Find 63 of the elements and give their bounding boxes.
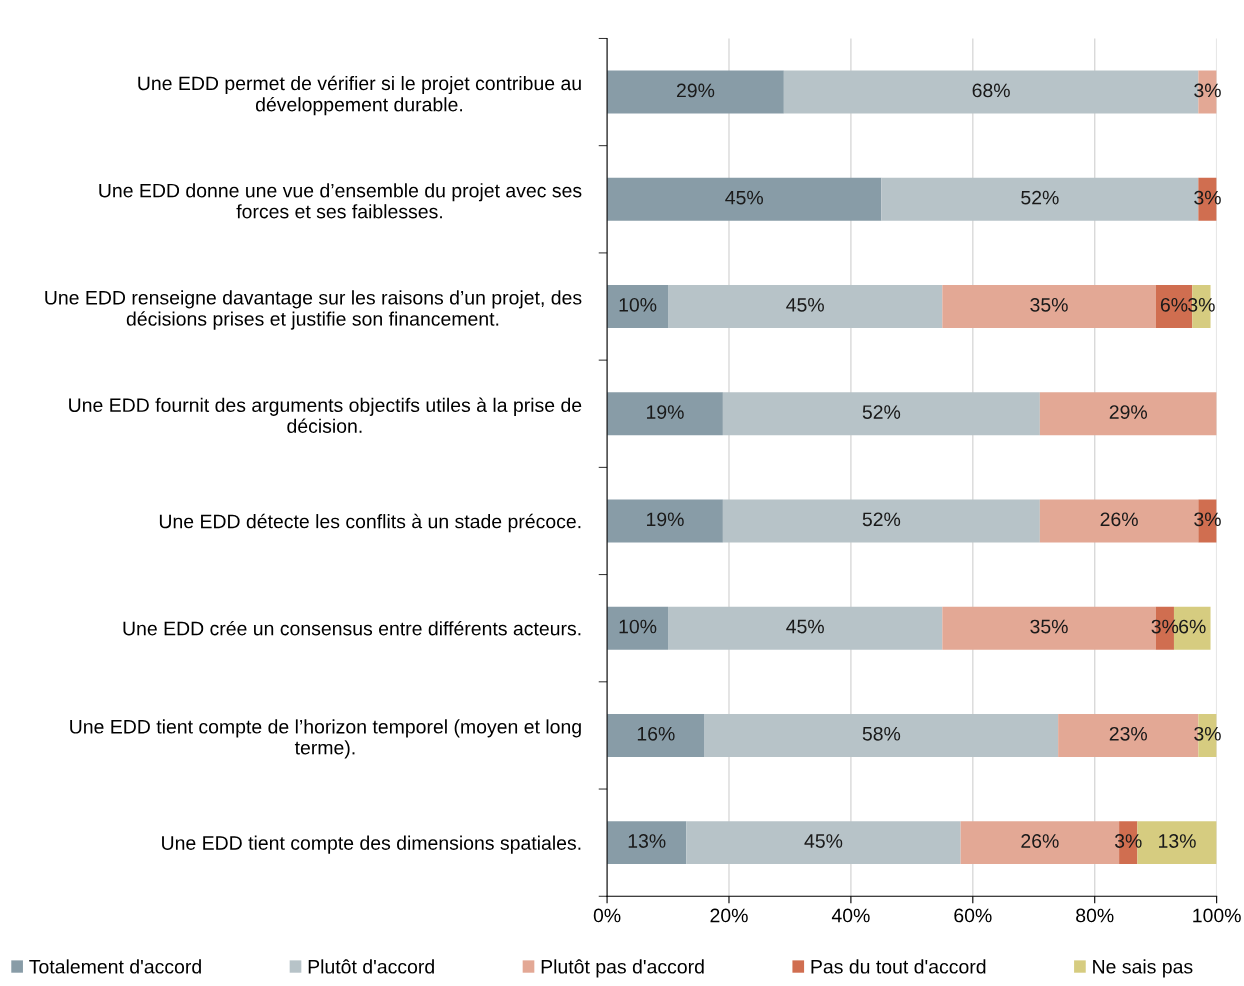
data-label: 13% [628,834,666,848]
data-label: 35% [1030,619,1068,634]
y-tick-label: Une EDD crée un consensus entre différents acteurs. [123,620,581,636]
x-tick-label: 80% [1076,908,1114,923]
data-label: 35% [1030,297,1068,312]
x-tick-label: 40% [831,908,870,923]
data-label: 45% [725,190,763,205]
data-label: 52% [862,405,901,419]
data-label: 45% [786,619,824,634]
bar [607,177,882,221]
data-label: 29% [676,83,715,98]
y-tick-label: Une EDD renseigne davantage sur les raisons d’un projet, des décisions prises et justifie son financement. [45,290,582,330]
y-tick-label: Une EDD fournit des arguments objectifs utiles à la prise de décision. [69,397,582,433]
data-label: 3% [1114,834,1142,848]
bar [704,713,1059,757]
data-label: 52% [1021,190,1059,205]
data-label: 23% [1109,726,1148,741]
bar [607,70,784,114]
bar [607,499,723,543]
legend-label: Pas du tout d'accord [811,959,986,974]
bar [1039,392,1217,436]
data-label: 26% [1021,834,1059,848]
x-tick-label: 0% [593,908,621,923]
legend-label: Totalement d'accord [29,959,201,974]
data-label: 10% [619,619,657,634]
y-tick-label: Une EDD détecte les conflits à un stade précoce. [159,513,581,533]
y-tick-label: Une EDD permet de vérifier si le projet contribue au développement durable. [138,75,581,116]
bar [607,285,669,328]
bar [607,392,723,436]
bar [942,285,1156,328]
x-tick-label: 100% [1193,908,1241,923]
bar [722,499,1040,543]
data-label: 6% [1179,619,1206,634]
data-label: 10% [619,297,657,312]
bar [722,392,1040,436]
data-label: 19% [647,405,684,419]
y-tick-label: Une EDD tient compte des dimensions spatiales. [162,835,581,854]
bar [607,713,705,757]
bar [668,606,943,650]
bar [668,285,943,328]
legend-label: Plutôt pas d'accord [541,959,704,978]
y-tick-label: Une EDD donne une vue d’ensemble du projet avec ses forces et ses faiblesses. [99,183,582,219]
data-label: 52% [862,512,901,527]
data-label: 3% [1151,619,1179,634]
data-label: 13% [1159,834,1196,848]
x-tick-label: 20% [710,908,748,923]
bar [607,821,687,865]
data-label: 19% [647,512,684,527]
legend-label: Ne sais pas [1093,959,1193,978]
data-label: 29% [1109,405,1148,419]
x-tick-label: 60% [954,908,992,923]
data-label: 58% [862,726,901,741]
data-label: 45% [804,834,843,848]
data-label: 45% [786,298,824,312]
data-label: 3% [1194,83,1221,98]
data-label: 26% [1100,512,1138,527]
y-tick-label: Une EDD tient compte de l’horizon temporel (moyen et long terme). [70,719,581,759]
bar [607,606,669,650]
legend-label: Plutôt d'accord [308,959,434,974]
bar [686,821,961,865]
data-label: 68% [972,83,1010,98]
data-label: 16% [637,726,675,741]
data-label: 6% [1160,297,1188,312]
